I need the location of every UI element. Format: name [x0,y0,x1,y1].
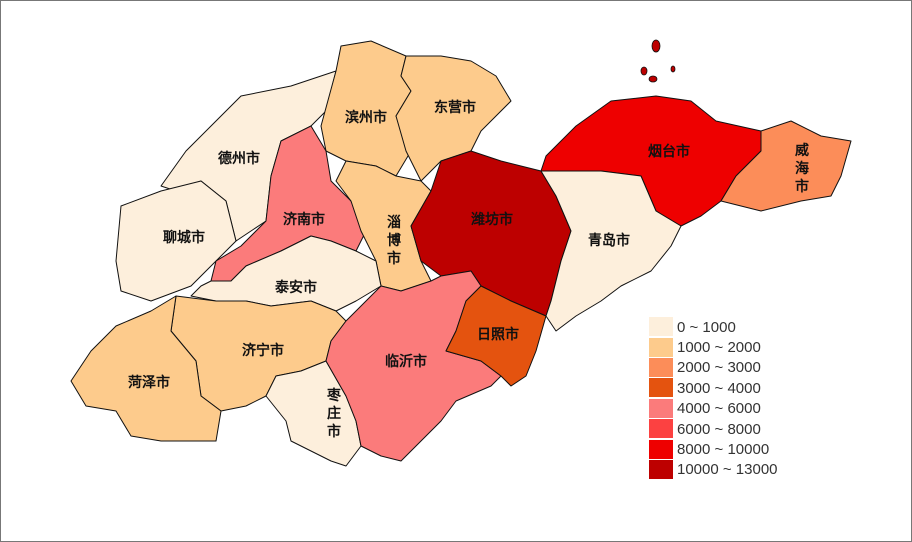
region-label: 烟台市 [648,143,690,160]
region-label: 济宁市 [242,342,284,359]
legend-label: 10000 ~ 13000 [677,461,778,479]
legend-swatch [649,357,673,378]
legend-item[interactable]: 2000 ~ 3000 [649,357,778,378]
region-label: 聊城市 [163,229,205,246]
legend-label: 4000 ~ 6000 [677,400,761,418]
legend-item[interactable]: 0 ~ 1000 [649,317,778,338]
legend-swatch [649,317,673,338]
legend: 0 ~ 1000 1000 ~ 2000 2000 ~ 3000 3000 ~ 400… [649,317,778,480]
legend-label: 8000 ~ 10000 [677,441,770,459]
island-2 [648,75,658,83]
region-label: 滨州市 [345,109,387,126]
region-label-zaozhuang: 枣庄市 [327,388,341,440]
legend-label: 0 ~ 1000 [677,318,736,336]
region-9[interactable] [540,170,682,332]
region-8[interactable] [720,120,852,212]
region-label: 东营市 [434,99,476,116]
region-label: 临沂市 [385,353,427,370]
region-label: 菏泽市 [128,374,170,391]
region-12[interactable] [70,295,222,442]
legend-label: 2000 ~ 3000 [677,359,761,377]
legend-label: 1000 ~ 2000 [677,339,761,357]
legend-item[interactable]: 4000 ~ 6000 [649,398,778,419]
island-1 [640,66,648,76]
region-label: 济南市 [283,211,325,228]
legend-item[interactable]: 8000 ~ 10000 [649,439,778,460]
region-label: 泰安市 [274,279,317,296]
legend-label: 3000 ~ 4000 [677,379,761,397]
region-label: 潍坊市 [471,211,513,228]
region-15[interactable] [445,285,547,387]
legend-swatch [649,459,673,480]
legend-item[interactable]: 10000 ~ 13000 [649,459,778,480]
legend-item[interactable]: 6000 ~ 8000 [649,419,778,440]
region-1[interactable] [115,180,237,302]
island-3 [670,65,676,73]
legend-swatch [649,337,673,358]
region-label: 青岛市 [588,232,630,249]
region-label-weihai: 威海市 [795,143,809,195]
region-label-zibo: 淄博市 [387,215,401,267]
legend-item[interactable]: 3000 ~ 4000 [649,378,778,399]
legend-swatch [649,419,673,440]
legend-swatch [649,439,673,460]
island-0 [651,39,661,53]
legend-swatch [649,398,673,419]
region-2[interactable] [320,40,412,177]
legend-item[interactable]: 1000 ~ 2000 [649,337,778,358]
legend-swatch [649,378,673,399]
legend-label: 6000 ~ 8000 [677,420,761,438]
region-label: 德州市 [218,150,260,167]
region-label: 日照市 [477,326,519,343]
